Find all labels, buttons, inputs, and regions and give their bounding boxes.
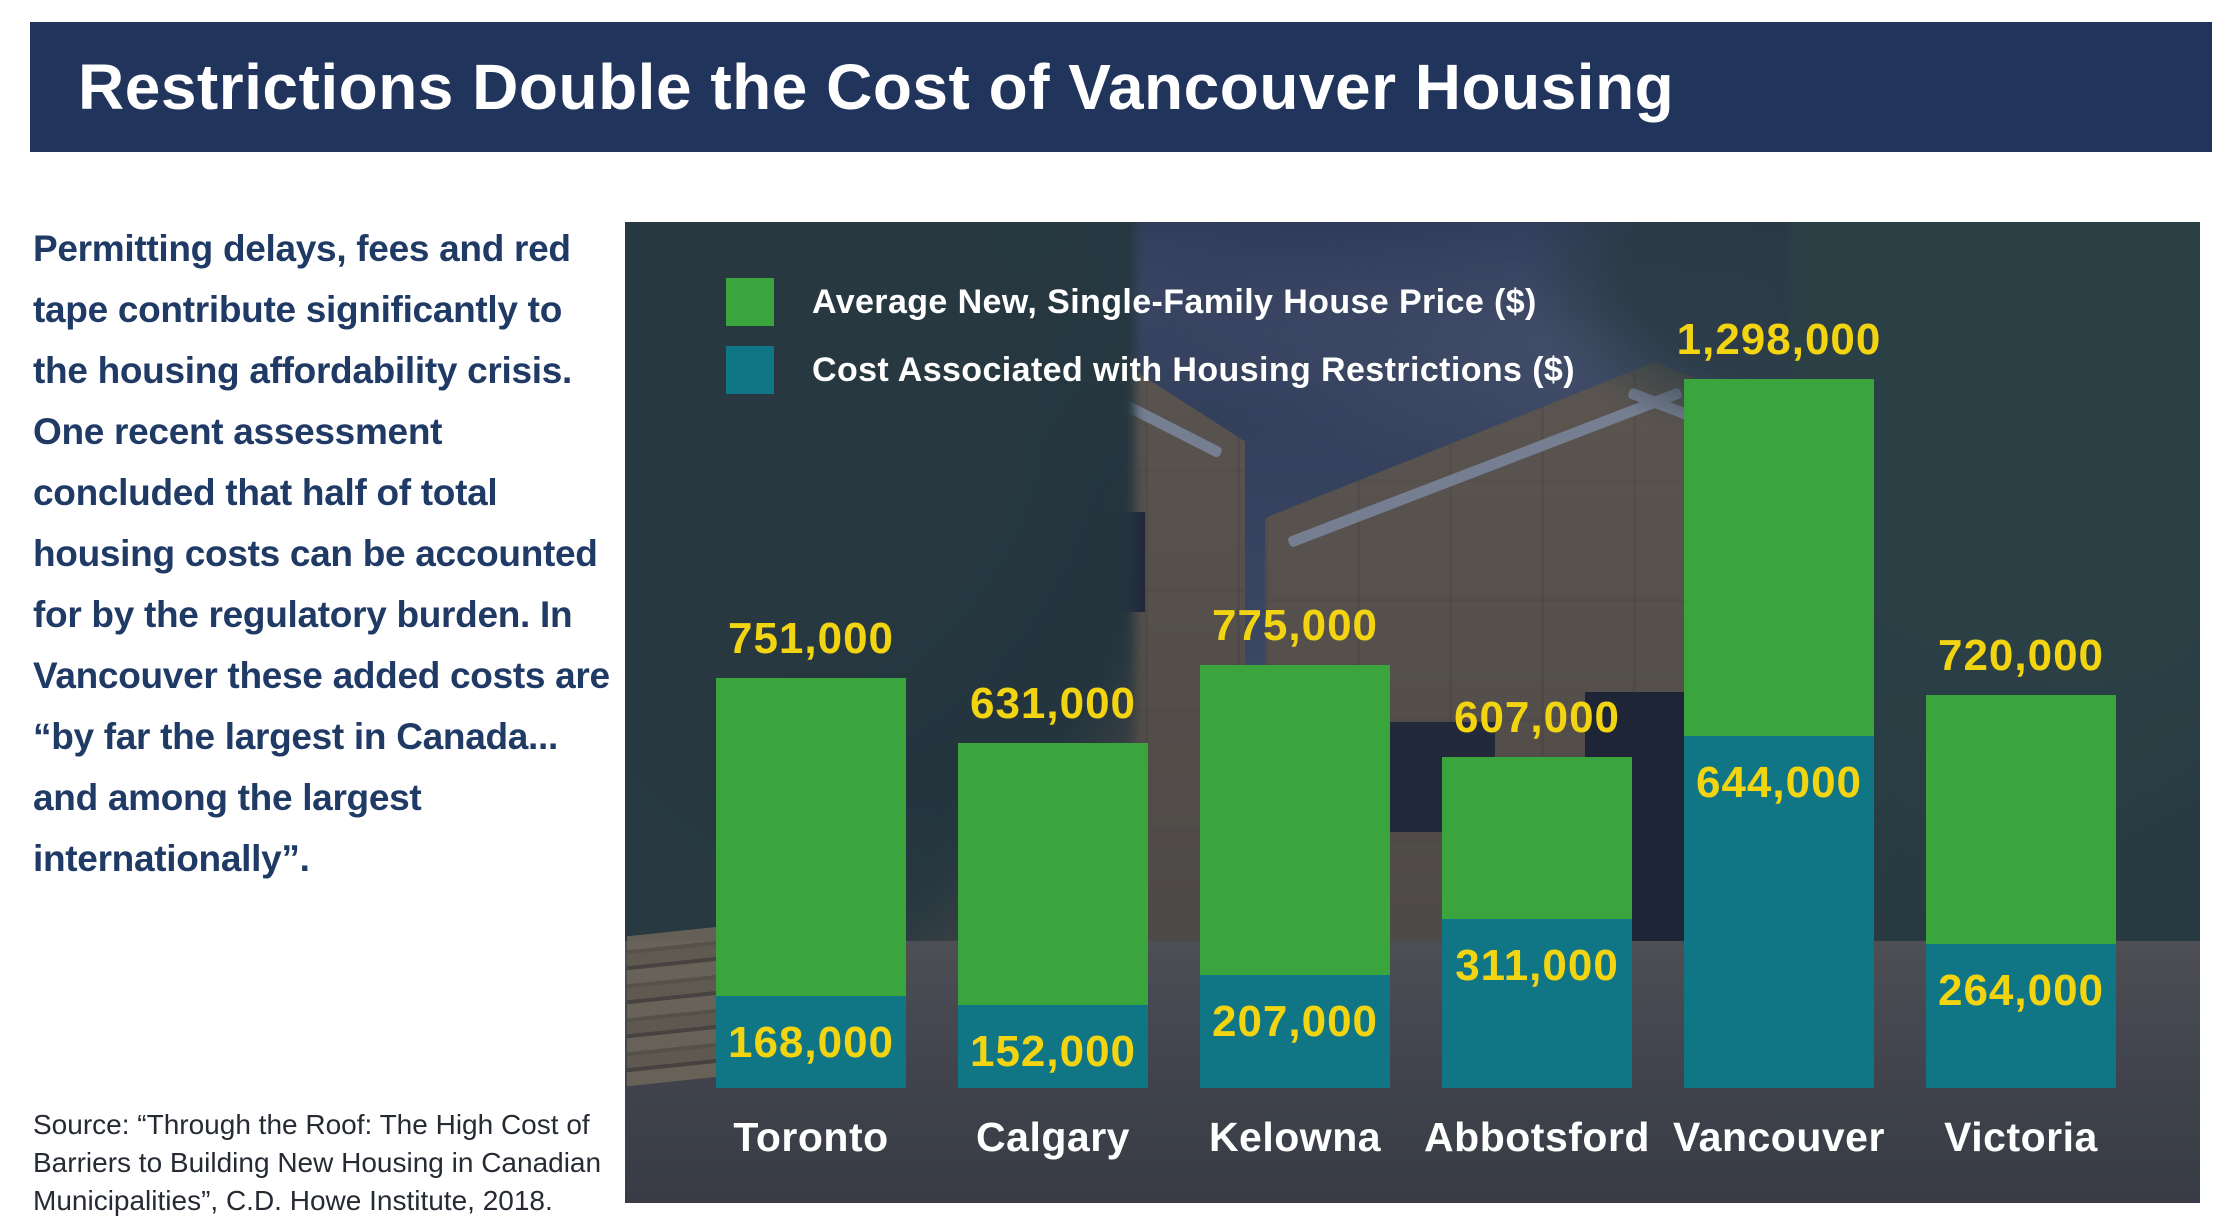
legend-item-restriction-cost: Cost Associated with Housing Restriction…: [726, 346, 1575, 394]
legend-label: Cost Associated with Housing Restriction…: [812, 350, 1575, 389]
bar-column-calgary: 631,000 152,000 Calgary: [958, 679, 1148, 1160]
house-price-segment: [1442, 757, 1632, 919]
city-label: Calgary: [976, 1114, 1130, 1160]
bar-column-vancouver: 1,298,000 644,000 Vancouver: [1673, 315, 1884, 1160]
bars-layer: 751,000 168,000 Toronto 631,000 152,000 Calga…: [625, 222, 2200, 1203]
legend-item-house-price: Average New, Single-Family House Price (…: [726, 278, 1575, 326]
city-label: Abbotsford: [1424, 1114, 1650, 1160]
page-title: Restrictions Double the Cost of Vancouve…: [78, 51, 1675, 123]
restriction-cost-label: 152,000: [969, 1027, 1137, 1076]
source-citation: Source: “Through the Roof: The High Cost…: [33, 1109, 602, 1216]
house-price-segment: [958, 743, 1148, 1005]
construction-photo-background: Average New, Single-Family House Price (…: [625, 222, 2200, 1203]
total-price-label: 631,000: [969, 679, 1137, 728]
bar-column-kelowna: 775,000 207,000 Kelowna: [1200, 601, 1390, 1160]
green-legend-swatch: [726, 278, 774, 326]
restriction-cost-segment: 168,000: [716, 996, 906, 1088]
intro-paragraph: Permitting delays, fees and red tape con…: [33, 228, 610, 879]
total-price-label: 720,000: [1937, 631, 2105, 680]
restriction-cost-segment: 152,000: [958, 1005, 1148, 1088]
total-price-label: 775,000: [1211, 601, 1379, 650]
total-price-label: 1,298,000: [1676, 315, 1882, 364]
house-price-segment: [1684, 379, 1874, 736]
total-price-label: 607,000: [1453, 693, 1621, 742]
house-price-segment: [1926, 695, 2116, 944]
bar-column-toronto: 751,000 168,000 Toronto: [716, 614, 906, 1160]
restriction-cost-label: 264,000: [1937, 966, 2105, 1015]
restriction-cost-segment: 311,000: [1442, 919, 1632, 1088]
legend-label: Average New, Single-Family House Price (…: [812, 282, 1537, 321]
house-price-segment: [716, 678, 906, 996]
title-banner: Restrictions Double the Cost of Vancouve…: [30, 22, 2212, 152]
restriction-cost-label: 207,000: [1211, 997, 1379, 1046]
bar-column-victoria: 720,000 264,000 Victoria: [1926, 631, 2116, 1160]
restriction-cost-segment: 207,000: [1200, 975, 1390, 1088]
house-price-segment: [1200, 665, 1390, 975]
city-label: Victoria: [1944, 1114, 2098, 1160]
bar-column-abbotsford: 607,000 311,000 Abbotsford: [1424, 693, 1649, 1160]
city-label: Vancouver: [1673, 1114, 1885, 1160]
restriction-cost-segment: 264,000: [1926, 944, 2116, 1088]
total-price-label: 751,000: [727, 614, 895, 663]
restriction-cost-label: 168,000: [727, 1018, 895, 1067]
teal-legend-swatch: [726, 346, 774, 394]
restriction-cost-label: 644,000: [1695, 758, 1863, 807]
restriction-cost-label: 311,000: [1455, 941, 1619, 990]
city-label: Kelowna: [1208, 1114, 1382, 1160]
chart-legend: Average New, Single-Family House Price (…: [726, 278, 1575, 414]
restriction-cost-segment: 644,000: [1684, 736, 1874, 1088]
city-label: Toronto: [733, 1114, 889, 1160]
